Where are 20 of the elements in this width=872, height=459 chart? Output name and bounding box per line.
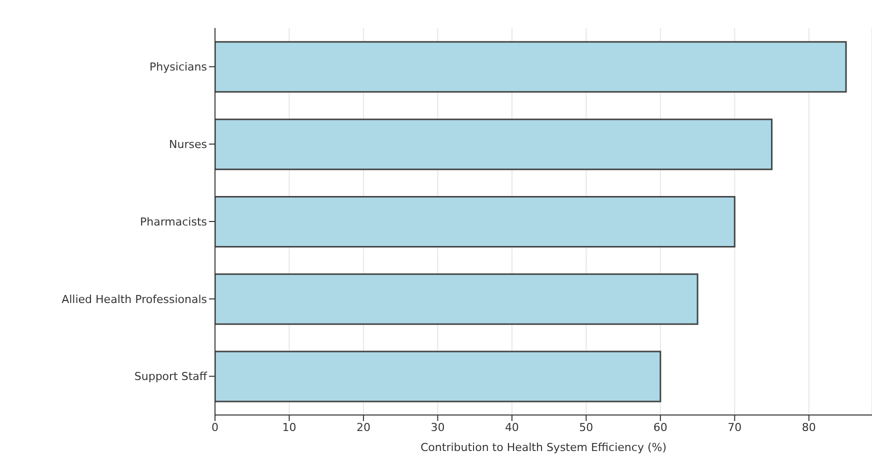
bar [215,273,698,325]
x-tick-label: 70 [728,420,742,434]
y-tick-label: Allied Health Professionals [62,292,208,306]
bar [215,118,773,170]
x-axis-title: Contribution to Health System Efficiency (%) [420,441,666,454]
bar [215,350,662,402]
bar [215,196,736,248]
x-tick-label: 10 [282,420,296,434]
x-tick-label: 0 [212,420,218,434]
bar [215,41,847,93]
y-tick-label: Pharmacists [140,215,208,228]
y-tick-label: Support Staff [134,370,208,384]
x-tick-label: 20 [356,420,370,434]
x-tick-label: 50 [579,420,594,434]
x-tick-label: 30 [430,420,445,434]
y-tick-label: Physicians [150,60,208,74]
x-tick-label: 40 [504,420,519,434]
x-tick-label: 80 [802,420,816,434]
x-tick-label: 60 [653,420,668,434]
y-tick-label: Nurses [169,138,208,152]
